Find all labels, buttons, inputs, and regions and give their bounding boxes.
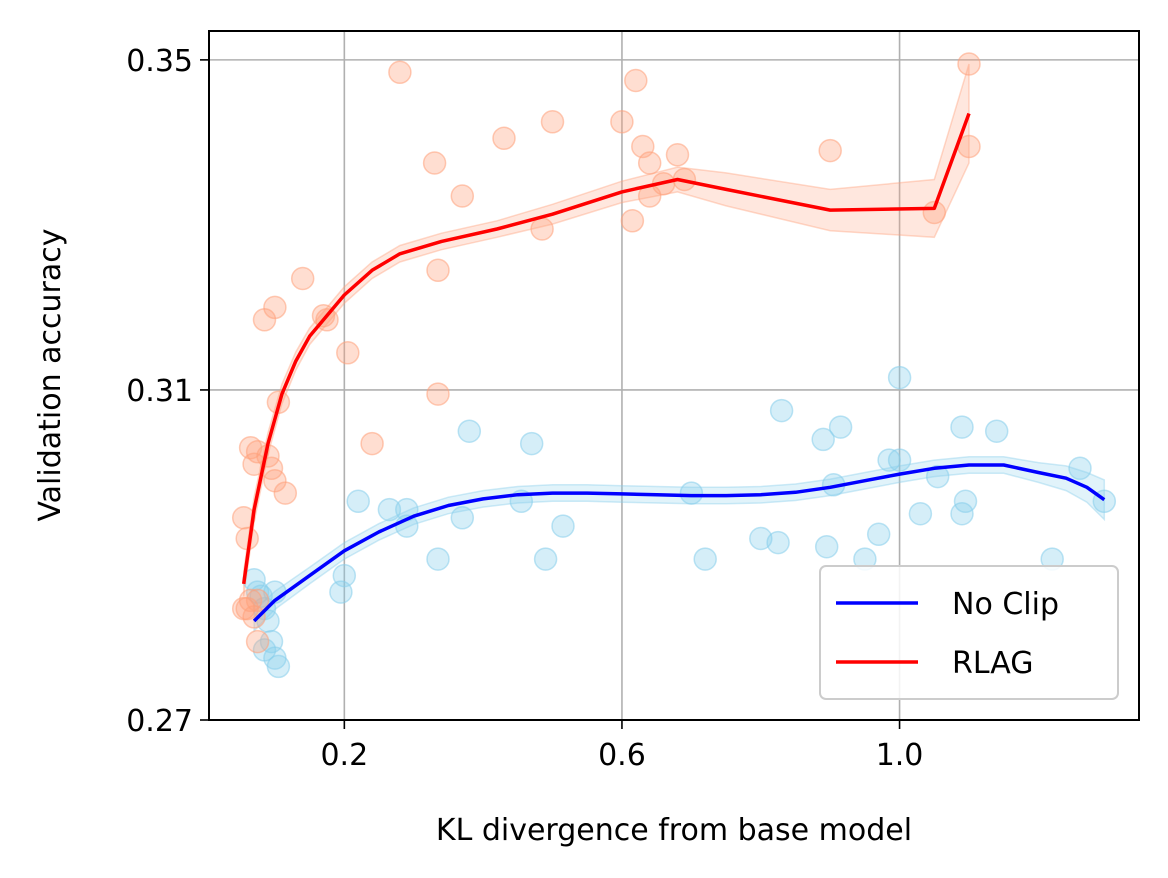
point-rlag xyxy=(450,184,475,208)
point-no-clip xyxy=(866,522,891,547)
point-rlag xyxy=(290,266,315,291)
x-tick-label: 1.0 xyxy=(876,738,924,773)
point-no-clip xyxy=(925,464,950,489)
point-rlag xyxy=(637,151,662,175)
legend-label-no-clip: No Clip xyxy=(952,587,1059,622)
point-rlag xyxy=(245,629,270,654)
point-rlag xyxy=(818,138,842,163)
scatter-points xyxy=(231,52,1117,679)
point-no-clip xyxy=(551,514,575,538)
point-no-clip xyxy=(887,365,912,390)
point-rlag xyxy=(665,143,690,167)
x-tick-label: 0.6 xyxy=(598,738,646,773)
plot-frame xyxy=(208,30,1140,721)
axis-ticks: 0.2 0.6 1.0 0.27 0.31 0.35 xyxy=(126,44,923,773)
point-no-clip xyxy=(749,526,773,551)
point-no-clip xyxy=(887,448,912,472)
point-rlag xyxy=(540,110,565,134)
point-no-clip xyxy=(984,419,1009,443)
point-rlag xyxy=(245,588,270,613)
point-rlag xyxy=(311,303,336,328)
legend: No Clip RLAG xyxy=(819,565,1119,700)
point-no-clip xyxy=(693,547,717,571)
point-rlag xyxy=(422,151,447,175)
point-no-clip xyxy=(828,415,853,439)
point-no-clip xyxy=(1068,456,1092,481)
x-tick-label: 0.2 xyxy=(320,738,368,773)
point-no-clip xyxy=(457,419,482,443)
point-rlag xyxy=(336,341,360,365)
point-rlag xyxy=(388,60,412,85)
trend-lines xyxy=(241,112,1106,623)
band-rlag xyxy=(242,63,970,597)
point-no-clip xyxy=(377,497,402,522)
x-axis-label: KL divergence from base model xyxy=(436,813,912,848)
point-no-clip xyxy=(533,547,558,571)
point-rlag xyxy=(263,295,287,320)
point-rlag xyxy=(530,217,554,241)
point-no-clip xyxy=(769,398,794,423)
point-no-clip xyxy=(679,481,704,505)
point-no-clip xyxy=(450,506,475,530)
legend-label-rlag: RLAG xyxy=(952,646,1034,681)
line-rlag xyxy=(241,112,971,585)
point-no-clip xyxy=(266,654,291,679)
y-tick-label: 0.31 xyxy=(126,374,193,409)
point-rlag xyxy=(492,126,516,151)
point-rlag xyxy=(620,209,645,233)
point-no-clip xyxy=(811,427,835,452)
point-no-clip xyxy=(329,580,353,604)
point-no-clip xyxy=(950,415,974,439)
point-rlag xyxy=(235,526,259,551)
point-rlag xyxy=(957,52,981,76)
point-no-clip xyxy=(814,534,839,559)
y-axis-label: Validation accuracy xyxy=(33,228,68,521)
point-rlag xyxy=(360,431,384,456)
point-rlag xyxy=(273,481,298,505)
point-no-clip xyxy=(766,530,790,555)
point-no-clip xyxy=(426,547,450,571)
point-no-clip xyxy=(519,431,544,456)
point-rlag xyxy=(426,258,450,283)
line-no-clip xyxy=(252,463,1106,623)
point-rlag xyxy=(315,308,339,332)
point-rlag xyxy=(624,68,648,93)
point-rlag xyxy=(610,110,634,134)
point-no-clip xyxy=(346,489,370,514)
point-rlag xyxy=(426,382,450,406)
point-no-clip xyxy=(256,609,280,633)
y-tick-label: 0.35 xyxy=(126,44,193,79)
legend-frame xyxy=(819,565,1119,700)
point-no-clip xyxy=(908,501,933,526)
y-tick-label: 0.27 xyxy=(126,704,193,739)
point-no-clip xyxy=(953,489,978,514)
